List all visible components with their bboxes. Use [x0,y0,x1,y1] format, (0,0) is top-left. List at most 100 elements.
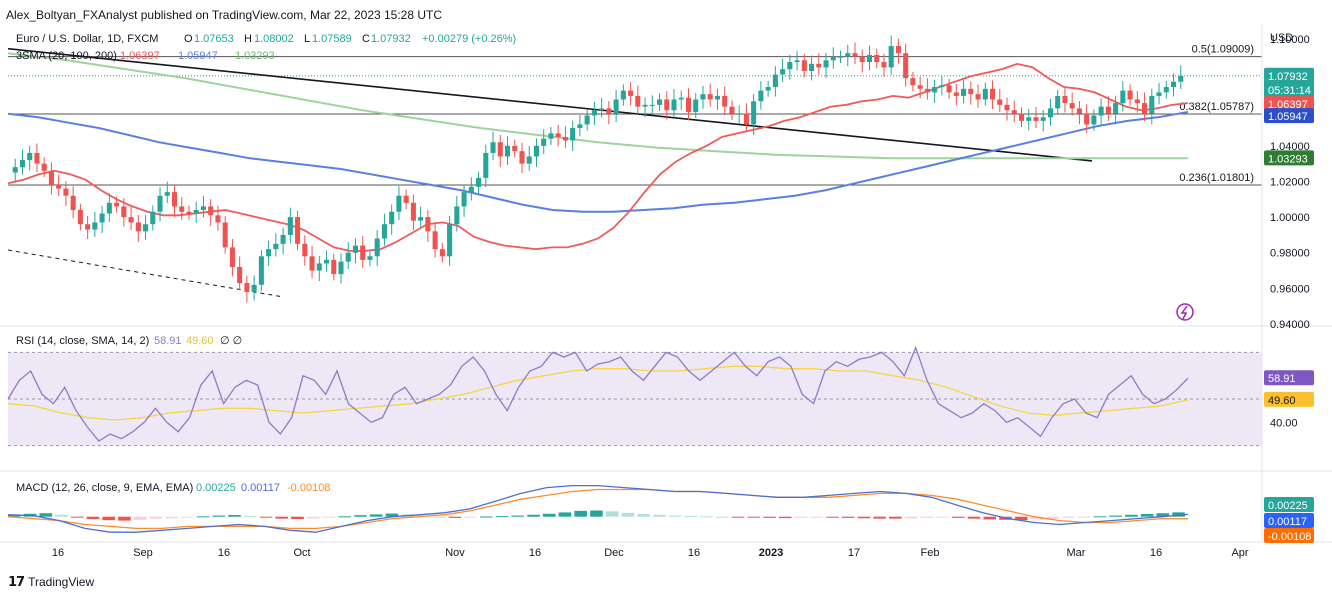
candle-body [1127,90,1133,100]
candle-body [258,256,264,285]
candle-body [707,94,713,100]
tradingview-logo[interactable]: 𝟭𝟳 TradingView [8,574,94,590]
time-tick-label: 16 [52,547,64,559]
candle-body [135,222,141,232]
candle-body [1055,95,1061,109]
candle-body [92,222,98,230]
macd-histogram-bar [841,516,855,518]
rsi-price-tag [1264,370,1314,386]
main-legend[interactable]: Euro / U.S. Dollar, 1D, FXCM O 1.07653 H… [16,33,516,62]
candle-body [1084,113,1090,125]
macd-histogram-bar [904,516,918,519]
candle-body [1149,95,1155,114]
macd-histogram-bar [133,516,147,520]
candle-body [816,63,822,68]
downtrend-line[interactable] [7,47,1093,162]
macd-histogram-bar [653,514,666,517]
sma200-value: 1.03293 [235,50,275,62]
candle-body [533,145,539,157]
rsi-sma-price-tag-text: 49.60 [1268,395,1296,407]
candle-body [48,170,54,186]
candle-body [468,186,474,193]
sma-legend-label[interactable]: 3SMA (20, 100, 200) [16,50,117,62]
sma100-value: 1.05947 [178,50,218,62]
candle-body [910,78,916,86]
candle-body [562,136,568,141]
time-scale[interactable]: 16 Sep 16 Oct Nov 16 Dec 16 2023 17 Feb Mar 16 Apr [52,547,1249,559]
candle-body [99,213,105,223]
lightning-icon[interactable] [1176,303,1194,321]
candle-body [302,243,308,257]
candle-body [743,113,749,125]
candle-body [345,252,351,262]
candle-body [338,261,344,275]
candle-body [381,224,387,239]
candle-body [367,256,373,260]
macd-histogram-bar [668,515,682,517]
candle-body [454,206,460,225]
candle-body [1134,99,1140,104]
candle-body [823,60,829,68]
sma100-price-tag-text: 1.05947 [1268,111,1308,123]
macd-histogram-bar [55,514,68,517]
candle-body [222,222,228,248]
macd-legend[interactable]: MACD (12, 26, close, 9, EMA, EMA) 0.0022… [16,482,330,494]
candle-body [584,115,590,125]
time-tick-label: 16 [529,547,541,559]
rsi-sma-line [7,365,1189,421]
macd-histogram-bar [338,516,351,518]
candle-body [881,62,887,68]
macd-histogram-bar [1093,516,1107,518]
candle-body [309,256,315,271]
candle-body [483,152,489,178]
candle-body [1098,106,1104,116]
symbol-title[interactable]: Euro / U.S. Dollar, 1D, FXCM [16,33,158,45]
candle-body [280,234,286,244]
tv-logo-text: TradingView [28,575,95,589]
ohlc-l-label: L [304,33,310,45]
macd-histogram-bar [1140,513,1154,517]
candle-body [997,99,1003,105]
price-scale[interactable]: 1.10000 1.04000 1.02000 1.00000 0.98000 0.960… [1270,34,1310,429]
candle-body [12,167,18,173]
candle-body [678,97,684,100]
macd-histogram-bar [165,516,178,519]
rsi-title[interactable]: RSI (14, close, SMA, 14, 2) [16,335,149,347]
macd-histogram-bar [763,516,776,518]
candle-body [215,215,221,223]
candle-body [1047,108,1053,118]
macd-histogram-bar [574,510,587,517]
candle-body [845,53,851,57]
price-tick-label: 1.10000 [1270,34,1310,46]
macd-line-price-tag-text: 0.00117 [1268,516,1307,528]
candle-body [150,211,156,225]
candle-body [801,60,807,71]
macd-title[interactable]: MACD (12, 26, close, 9, EMA, EMA) [16,482,193,494]
macd-histogram-bar [889,516,902,519]
candle-body [273,243,279,250]
candle-body [548,133,554,139]
macd-histogram-bar [952,516,965,518]
price-tick-label: 1.00000 [1270,212,1310,224]
sma20-value: 1.06397 [120,50,160,62]
macd-histogram-bar [794,516,808,518]
last-price-tag-text: 1.07932 [1268,71,1308,83]
rsi-tick-label: 40.00 [1270,417,1298,429]
macd-histogram-bar [936,516,949,518]
candle-body [664,99,670,111]
candle-body [1091,115,1097,125]
candle-body [237,266,243,284]
dashed-support-line[interactable] [7,249,281,297]
ohlc-c-label: C [362,33,370,45]
candle-body [27,152,33,161]
macd-histogram-bar [637,513,650,517]
macd-histogram-bar [1046,516,1059,519]
macd-histogram-bar [369,514,383,517]
candle-body [982,88,988,100]
rsi-legend[interactable]: RSI (14, close, SMA, 14, 2) 58.91 49.60 … [16,335,242,347]
candle-body [497,142,503,157]
candle-body [251,284,257,292]
macd-histogram-bar [700,516,713,518]
chart-canvas[interactable]: 0.5(1.09009) 0.382(1.05787) 0.236(1.01801)… [0,24,1332,572]
